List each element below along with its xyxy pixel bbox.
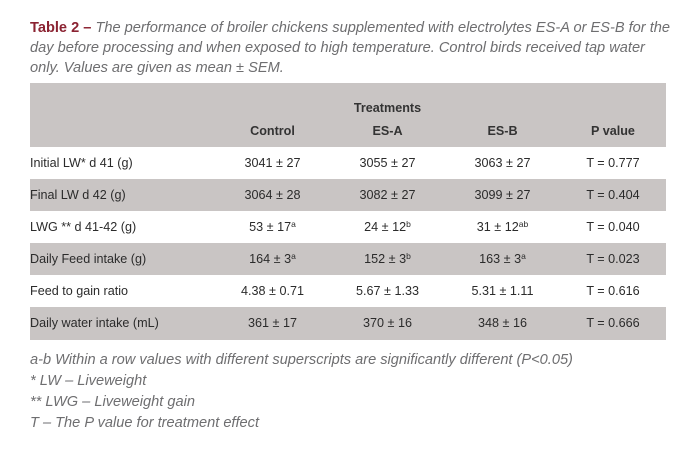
table-number: Table 2 – xyxy=(30,20,92,36)
table-row: LWG ** d 41-42 (g) 53 ± 17a 24 ± 12b 31 … xyxy=(30,211,666,243)
row-label: LWG ** d 41-42 (g) xyxy=(30,220,137,234)
column-header-p-value: P value xyxy=(591,124,635,138)
cell-control: 3041 ± 27 xyxy=(244,156,301,170)
row-label: Feed to gain ratio xyxy=(30,284,129,298)
cell-p-value: T = 0.023 xyxy=(586,252,640,266)
row-label: Initial LW* d 41 (g) xyxy=(30,156,133,170)
row-label: Daily Feed intake (g) xyxy=(30,252,147,266)
cell-control: 53 ± 17a xyxy=(249,219,296,234)
cell-p-value: T = 0.040 xyxy=(586,220,640,234)
footnote-lw: * LW – Liveweight xyxy=(30,373,147,389)
table-row: Feed to gain ratio 4.38 ± 0.71 5.67 ± 1.… xyxy=(30,275,666,307)
table-footnotes: a-b Within a row values with different s… xyxy=(30,350,670,434)
table-row: Daily Feed intake (g) 164 ± 3a 152 ± 3b … xyxy=(30,243,666,275)
cell-es-a: 152 ± 3b xyxy=(364,251,411,266)
cell-es-b: 163 ± 3a xyxy=(479,251,526,266)
cell-control: 361 ± 17 xyxy=(215,307,330,340)
cell-control: 4.38 ± 0.71 xyxy=(241,284,304,298)
performance-table: Treatments Control ES-A ES-B P value Ini… xyxy=(30,83,666,340)
column-header-label xyxy=(30,115,215,147)
header-empty-cell xyxy=(560,83,666,115)
caption-text: The performance of broiler chickens supp… xyxy=(30,20,670,76)
footnote-superscripts: a-b Within a row values with different s… xyxy=(30,352,573,368)
cell-es-b: 31 ± 12ab xyxy=(476,219,529,234)
cell-p-value: T = 0.666 xyxy=(560,307,666,340)
cell-es-b: 348 ± 16 xyxy=(445,307,560,340)
footnote-p-value: T – The P value for treatment effect xyxy=(30,415,260,431)
header-empty-cell xyxy=(30,83,215,115)
row-label: Final LW d 42 (g) xyxy=(30,188,126,202)
treatments-header: Treatments xyxy=(353,101,422,115)
cell-es-a: 24 ± 12b xyxy=(364,219,411,234)
cell-es-a: 3055 ± 27 xyxy=(359,156,416,170)
column-header-es-a: ES-A xyxy=(372,124,403,138)
cell-es-b: 3099 ± 27 xyxy=(474,188,531,202)
column-header-es-b: ES-B xyxy=(487,124,518,138)
header-row-columns: Control ES-A ES-B P value xyxy=(30,115,666,147)
cell-p-value: T = 0.777 xyxy=(586,156,640,170)
footnote-lwg: ** LWG – Liveweight gain xyxy=(30,394,195,410)
cell-es-a: 3082 ± 27 xyxy=(359,188,416,202)
cell-control: 164 ± 3a xyxy=(249,251,296,266)
cell-es-a: 5.67 ± 1.33 xyxy=(356,284,419,298)
column-header-control: Control xyxy=(250,124,295,138)
cell-es-a: 370 ± 16 xyxy=(330,307,445,340)
row-label: Daily water intake (mL) xyxy=(30,307,215,340)
table-row: Daily water intake (mL) 361 ± 17 370 ± 1… xyxy=(30,307,666,340)
cell-control: 3064 ± 28 xyxy=(244,188,301,202)
cell-p-value: T = 0.616 xyxy=(586,284,640,298)
table-caption: Table 2 – The performance of broiler chi… xyxy=(30,18,670,78)
cell-es-b: 3063 ± 27 xyxy=(474,156,531,170)
table-row: Initial LW* d 41 (g) 3041 ± 27 3055 ± 27… xyxy=(30,147,666,179)
cell-p-value: T = 0.404 xyxy=(586,188,640,202)
cell-es-b: 5.31 ± 1.11 xyxy=(471,284,534,298)
header-row-group: Treatments xyxy=(30,83,666,115)
table-row: Final LW d 42 (g) 3064 ± 28 3082 ± 27 30… xyxy=(30,179,666,211)
